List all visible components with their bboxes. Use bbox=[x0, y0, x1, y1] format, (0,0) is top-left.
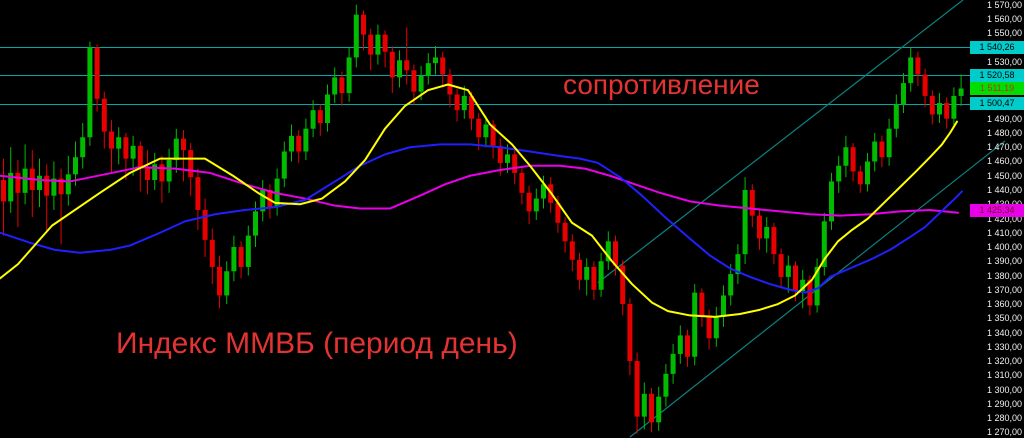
price-tick-label: 1 450,00 bbox=[986, 170, 1022, 181]
price-tick-label: 1 280,00 bbox=[986, 413, 1022, 424]
resistance-level-price-tag: 1 540,26 bbox=[970, 40, 1024, 54]
price-tick-label: 1 440,00 bbox=[986, 184, 1022, 195]
price-tick-label: 1 270,00 bbox=[986, 427, 1022, 438]
chart-title-annotation: Индекс ММВБ (период день) bbox=[116, 327, 518, 360]
price-tick-label: 1 420,00 bbox=[986, 213, 1022, 224]
price-tick-label: 1 310,00 bbox=[986, 370, 1022, 381]
price-tick-label: 1 560,00 bbox=[986, 13, 1022, 24]
price-tick-label: 1 480,00 bbox=[986, 127, 1022, 138]
price-tick-label: 1 400,00 bbox=[986, 242, 1022, 252]
price-tick-label: 1 290,00 bbox=[986, 398, 1022, 409]
resistance-annotation-text: сопротивление bbox=[563, 69, 760, 100]
price-tick-label: 1 530,00 bbox=[986, 56, 1022, 67]
price-tick-label: 1 320,00 bbox=[986, 356, 1022, 367]
ma-slow-price-tag: 1 425,34 bbox=[970, 204, 1024, 218]
price-tick-label: 1 340,00 bbox=[986, 327, 1022, 338]
last-price-tag: 1 511,19 bbox=[970, 82, 1024, 96]
price-tick-label: 1 380,00 bbox=[986, 270, 1022, 281]
price-tick-label: 1 430,00 bbox=[987, 198, 1022, 210]
price-tick-label: 1 460,00 bbox=[986, 156, 1022, 167]
price-tick-label: 1 410,00 bbox=[986, 227, 1022, 238]
price-tick-label: 1 490,00 bbox=[986, 113, 1022, 124]
price-tick-label: 1 390,00 bbox=[986, 256, 1022, 267]
price-tick-label: 1 350,00 bbox=[986, 313, 1022, 324]
price-tick-label: 1 470,00 bbox=[986, 142, 1022, 153]
price-tick-label: 1 570,00 bbox=[986, 0, 1022, 10]
price-tick-label: 1 330,00 bbox=[986, 341, 1022, 352]
price-axis[interactable]: 1 570,001 560,001 550,001 540,001 530,00… bbox=[970, 0, 1024, 438]
price-tick-label: 1 360,00 bbox=[986, 299, 1022, 310]
price-tick-label: 1 370,00 bbox=[986, 284, 1022, 295]
resistance-level-price-tag: 1 500,47 bbox=[970, 97, 1024, 111]
price-tick-label: 1 300,00 bbox=[986, 384, 1022, 395]
resistance-level-price-tag: 1 520,58 bbox=[970, 68, 1024, 82]
price-tick-label: 1 550,00 bbox=[986, 28, 1022, 39]
